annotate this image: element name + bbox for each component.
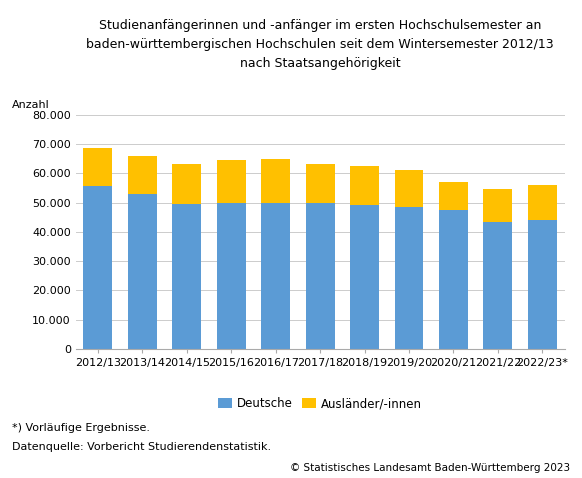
Bar xyxy=(172,204,201,349)
Bar xyxy=(395,170,424,207)
Bar xyxy=(528,185,557,220)
Bar xyxy=(261,203,290,349)
Bar xyxy=(83,148,112,186)
Bar xyxy=(217,203,246,349)
Text: Studienanfängerinnen und -anfänger im ersten Hochschulsemester an: Studienanfängerinnen und -anfänger im er… xyxy=(99,19,541,32)
Text: *) Vorläufige Ergebnisse.: *) Vorläufige Ergebnisse. xyxy=(12,423,150,433)
Text: nach Staatsangehörigkeit: nach Staatsangehörigkeit xyxy=(240,57,400,70)
Text: baden-württembergischen Hochschulen seit dem Wintersemester 2012/13: baden-württembergischen Hochschulen seit… xyxy=(86,38,554,51)
Bar xyxy=(306,203,335,349)
Bar xyxy=(484,222,512,349)
Bar xyxy=(128,156,157,194)
Bar xyxy=(306,164,335,203)
Bar xyxy=(261,159,290,203)
Bar xyxy=(439,182,468,210)
Bar xyxy=(172,164,201,204)
Bar xyxy=(217,160,246,203)
Bar xyxy=(128,194,157,349)
Bar xyxy=(484,189,512,222)
Text: Anzahl: Anzahl xyxy=(12,100,50,110)
Text: Datenquelle: Vorbericht Studierendenstatistik.: Datenquelle: Vorbericht Studierendenstat… xyxy=(12,442,271,452)
Bar xyxy=(439,210,468,349)
Bar xyxy=(83,186,112,349)
Text: © Statistisches Landesamt Baden-Württemberg 2023: © Statistisches Landesamt Baden-Württemb… xyxy=(290,463,570,473)
Bar xyxy=(350,206,379,349)
Bar xyxy=(350,166,379,206)
Bar xyxy=(528,220,557,349)
Legend: Deutsche, Ausländer/-innen: Deutsche, Ausländer/-innen xyxy=(218,397,422,410)
Bar xyxy=(395,207,424,349)
